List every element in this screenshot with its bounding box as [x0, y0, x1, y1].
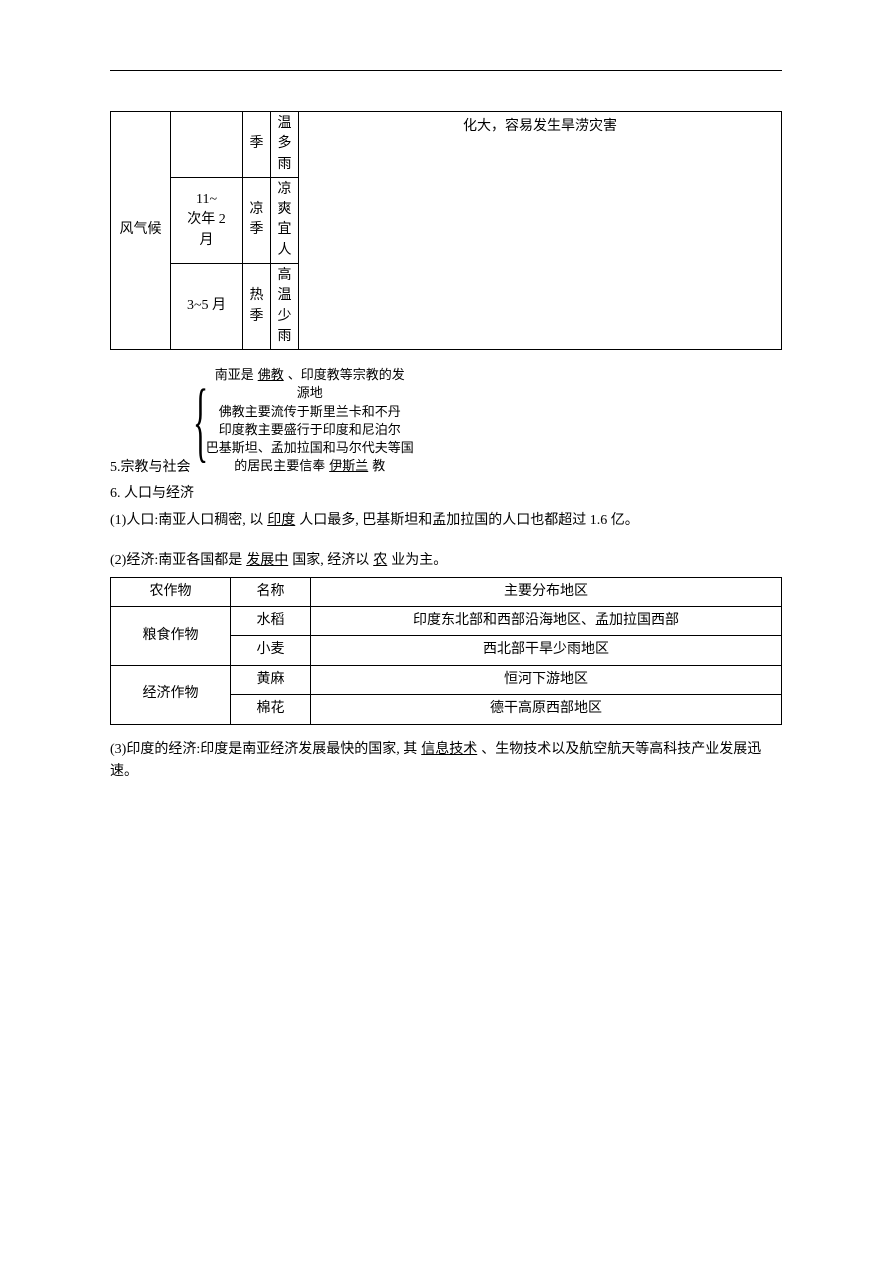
feat-char: 爽 [278, 200, 292, 220]
season-char: 季 [250, 134, 264, 154]
text: (2)经济:南亚各国都是 [110, 553, 242, 568]
table-row: 风气候 季 温 多 雨 化大，容易发生旱涝灾害 [111, 112, 782, 178]
climate-table: 风气候 季 温 多 雨 化大，容易发生旱涝灾害 11~ 次年 2 月 [110, 111, 782, 350]
section-5: 5. 宗教与社会 { 南亚是佛教、印度教等宗教的发 源地 佛教主要流传于斯里兰卡… [110, 364, 782, 479]
season-cell: 季 [243, 112, 271, 178]
time-line: 11~ [196, 190, 217, 210]
group-cell: 经济作物 [111, 665, 231, 724]
dist-cell: 印度东北部和西部沿海地区、孟加拉国西部 [311, 606, 782, 635]
season-cell: 凉季 [243, 177, 271, 263]
economy-para: (2)经济:南亚各国都是发展中国家, 经济以农业为主。 [110, 550, 782, 572]
section-6-title: 6. 人口与经济 [110, 483, 782, 505]
religion-line: 源地 [206, 384, 414, 402]
feat-char: 人 [278, 241, 292, 261]
text: (3)印度的经济:印度是南亚经济发展最快的国家, 其 [110, 742, 417, 757]
crops-table: 农作物 名称 主要分布地区 粮食作物 水稻 印度东北部和西部沿海地区、孟加拉国西… [110, 577, 782, 725]
text: 业为主。 [391, 553, 447, 568]
section-5-title: 宗教与社会 [121, 457, 191, 479]
blank-answer: 佛教 [254, 367, 288, 382]
religion-line: 的居民主要信奉伊斯兰教 [206, 457, 414, 475]
effect-cell: 化大，容易发生旱涝灾害 [299, 112, 782, 350]
blank-answer: 伊斯兰 [325, 458, 372, 473]
header-rule [110, 70, 782, 71]
feat-char: 宜 [278, 220, 292, 240]
table-row: 经济作物 黄麻 恒河下游地区 [111, 665, 782, 694]
time-cell [171, 112, 243, 178]
group-cell: 粮食作物 [111, 606, 231, 665]
name-cell: 棉花 [231, 695, 311, 724]
section-5-number: 5. [110, 457, 121, 479]
header-cell: 名称 [231, 577, 311, 606]
header-cell: 农作物 [111, 577, 231, 606]
religion-line: 巴基斯坦、孟加拉国和马尔代夫等国 [206, 439, 414, 457]
dist-cell: 西北部干旱少雨地区 [311, 636, 782, 665]
time-line: 次年 2 [187, 210, 226, 230]
season-text: 热季 [247, 286, 266, 327]
feat-char: 温 [278, 114, 292, 134]
text: (1)人口:南亚人口稠密, 以 [110, 513, 263, 528]
feat-char: 高 [278, 266, 292, 286]
dist-cell: 恒河下游地区 [311, 665, 782, 694]
blank-answer: 农 [369, 553, 391, 568]
religion-line: 佛教主要流传于斯里兰卡和不丹 [206, 403, 414, 421]
blank-answer: 发展中 [242, 553, 292, 568]
religion-line: 南亚是佛教、印度教等宗教的发 [206, 366, 414, 384]
text: 、印度教等宗教的发 [288, 367, 405, 382]
dist-cell: 德干高原西部地区 [311, 695, 782, 724]
india-economy-para: (3)印度的经济:印度是南亚经济发展最快的国家, 其信息技术、生物技术以及航空航… [110, 739, 782, 784]
religion-lines: 南亚是佛教、印度教等宗教的发 源地 佛教主要流传于斯里兰卡和不丹 印度教主要盛行… [206, 364, 414, 479]
table-row: 粮食作物 水稻 印度东北部和西部沿海地区、孟加拉国西部 [111, 606, 782, 635]
blank-answer: 印度 [263, 513, 299, 528]
climate-type-cell: 风气候 [111, 112, 171, 350]
feat-char: 雨 [278, 327, 292, 347]
time-cell: 3~5 月 [171, 264, 243, 350]
feature-cell: 高 温 少 雨 [271, 264, 299, 350]
feature-cell: 温 多 雨 [271, 112, 299, 178]
name-cell: 水稻 [231, 606, 311, 635]
blank-answer: 信息技术 [417, 742, 481, 757]
text: 人口最多, 巴基斯坦和孟加拉国的人口也都超过 1.6 亿。 [299, 513, 639, 528]
feat-char: 雨 [278, 155, 292, 175]
feat-char: 温 [278, 286, 292, 306]
text: 的居民主要信奉 [234, 458, 325, 473]
season-cell: 热季 [243, 264, 271, 350]
text: 教 [372, 458, 385, 473]
feat-char: 少 [278, 307, 292, 327]
population-para: (1)人口:南亚人口稠密, 以印度人口最多, 巴基斯坦和孟加拉国的人口也都超过 … [110, 510, 782, 532]
text: 国家, 经济以 [292, 553, 369, 568]
time-line: 月 [200, 231, 214, 251]
feat-char: 多 [278, 134, 292, 154]
feat-char: 凉 [278, 180, 292, 200]
header-cell: 主要分布地区 [311, 577, 782, 606]
text: 南亚是 [215, 367, 254, 382]
religion-line: 印度教主要盛行于印度和尼泊尔 [206, 421, 414, 439]
left-brace-icon: { [193, 364, 208, 479]
table-row: 农作物 名称 主要分布地区 [111, 577, 782, 606]
feature-cell: 凉 爽 宜 人 [271, 177, 299, 263]
name-cell: 小麦 [231, 636, 311, 665]
name-cell: 黄麻 [231, 665, 311, 694]
time-cell: 11~ 次年 2 月 [171, 177, 243, 263]
season-text: 凉季 [247, 200, 266, 241]
